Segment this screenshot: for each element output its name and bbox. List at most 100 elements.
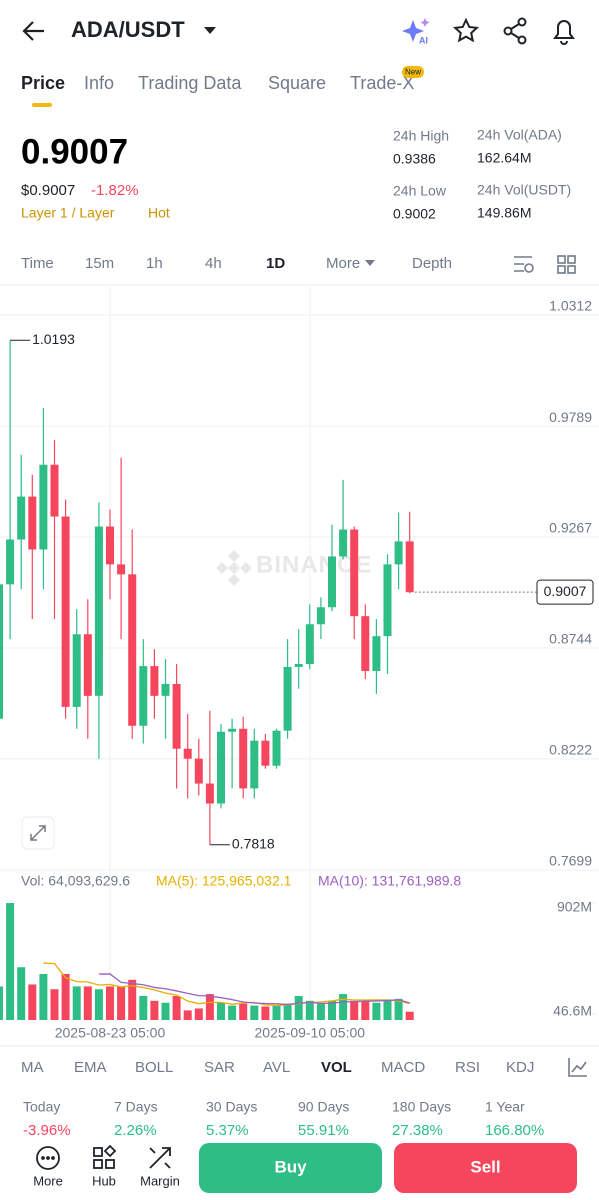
hub-icon[interactable]	[93, 1144, 117, 1169]
pair-title[interactable]: ADA/USDT	[71, 17, 185, 42]
watermark-logo	[216, 550, 252, 586]
volume-bar	[372, 1002, 381, 1020]
candle-body	[94, 526, 103, 696]
indicator-tab[interactable]: KDJ	[506, 1059, 534, 1076]
tab[interactable]: Info	[84, 73, 114, 93]
interval[interactable]: More	[326, 255, 360, 272]
indicator-tab[interactable]: RSI	[455, 1059, 480, 1076]
indicator-tab[interactable]: BOLL	[135, 1059, 173, 1076]
indicator-tab[interactable]: AVL	[263, 1059, 290, 1076]
candle-body	[50, 464, 59, 517]
perf-value: 5.37%	[206, 1122, 249, 1139]
nav-label[interactable]: Hub	[92, 1173, 116, 1188]
candle-body	[172, 683, 181, 749]
x-tick-label: 2025-08-23 05:00	[55, 1025, 166, 1041]
volume-bar	[117, 986, 126, 1020]
margin-icon[interactable]	[149, 1147, 171, 1169]
y-tick-label: 46.6M	[553, 1003, 592, 1019]
perf-value: 27.38%	[392, 1122, 443, 1139]
interval[interactable]: 4h	[205, 255, 222, 272]
volume-bar	[6, 903, 15, 1020]
candle-body	[72, 634, 81, 707]
y-tick-label: 0.9789	[549, 409, 592, 425]
y-tick-label: 0.9267	[549, 520, 592, 536]
price-change: -1.82%	[91, 182, 139, 199]
nav-label[interactable]: Margin	[140, 1173, 180, 1188]
stat-label: 24h Vol(ADA)	[477, 127, 562, 143]
ma-line	[43, 962, 410, 1006]
layout-icon[interactable]	[557, 255, 576, 274]
sell-button[interactable]	[394, 1143, 577, 1193]
volume-bar	[0, 986, 3, 1020]
volume-bar	[283, 1003, 292, 1020]
tab[interactable]: Trade-X	[350, 73, 414, 93]
candle-body	[0, 584, 3, 719]
favorite-icon[interactable]	[452, 17, 480, 43]
stat-label: 24h Vol(USDT)	[477, 182, 571, 198]
volume-bar	[217, 1002, 225, 1020]
indicator-tab[interactable]: VOL	[321, 1059, 352, 1076]
interval[interactable]: Depth	[412, 255, 452, 272]
volume-bar	[194, 1008, 203, 1020]
min-label: 0.7818	[232, 835, 275, 851]
usd-price: $0.9007	[21, 182, 75, 199]
volume-readout: Vol: 64,093,629.6	[21, 873, 130, 889]
svg-text:AI: AI	[419, 35, 428, 45]
tag[interactable]: Hot	[148, 205, 170, 221]
more-icon[interactable]	[36, 1146, 60, 1170]
tag[interactable]: Layer 1 / Layer	[21, 205, 115, 221]
legend-entry: MA(10): 131,761,989.8	[318, 873, 461, 889]
indicator-tab[interactable]: MA	[21, 1059, 44, 1076]
back-button[interactable]	[22, 21, 44, 41]
interval[interactable]: 15m	[85, 255, 114, 272]
candle-body	[139, 666, 148, 726]
volume-bar	[328, 1000, 336, 1020]
share-icon[interactable]	[503, 17, 527, 45]
indicator-tab[interactable]: MACD	[381, 1059, 425, 1076]
interval[interactable]: Time	[21, 255, 54, 272]
volume-bar	[394, 998, 403, 1020]
volume-bar	[239, 1003, 248, 1020]
perf-label: Today	[23, 1099, 60, 1115]
candle-body	[6, 539, 15, 585]
perf-label: 90 Days	[298, 1099, 349, 1115]
indicator-tab[interactable]: SAR	[204, 1059, 235, 1076]
candle-body	[39, 464, 48, 550]
last-price-box	[536, 579, 594, 605]
candle-body	[239, 728, 248, 789]
volume-bar	[250, 1005, 259, 1020]
tab[interactable]: Square	[268, 73, 326, 93]
indicator-settings-icon[interactable]	[568, 1058, 587, 1077]
candle-body	[350, 529, 359, 617]
interval[interactable]: 1h	[146, 255, 163, 272]
expand-button[interactable]	[21, 816, 55, 850]
tab[interactable]: Trading Data	[138, 73, 242, 93]
buy-button[interactable]	[199, 1143, 382, 1193]
volume-bar	[294, 996, 303, 1020]
settings-icon[interactable]	[514, 256, 534, 273]
candle-body	[372, 636, 381, 671]
buy-label[interactable]: Buy	[274, 1157, 307, 1176]
legend-entry: MA(5): 125,965,032.1	[156, 873, 292, 889]
stat-label: 24h Low	[393, 183, 447, 199]
candle-body	[272, 730, 281, 766]
tab[interactable]: Price	[21, 73, 65, 93]
volume-bar	[228, 1005, 237, 1020]
indicator-tab[interactable]: EMA	[74, 1059, 107, 1076]
candle-body	[183, 748, 192, 759]
interval[interactable]: 1D	[266, 255, 285, 272]
alert-icon[interactable]	[553, 20, 575, 45]
pair-dropdown[interactable]	[204, 27, 216, 34]
candle-body	[328, 556, 336, 608]
candle-body	[405, 541, 414, 593]
ai-icon[interactable]: AI	[402, 18, 430, 45]
volume-bar	[150, 1000, 159, 1020]
candle-body	[128, 574, 137, 726]
sell-label[interactable]: Sell	[470, 1157, 500, 1176]
nav-label[interactable]: More	[33, 1173, 63, 1188]
y-tick-label: 1.0312	[549, 298, 592, 314]
max-label: 1.0193	[32, 331, 75, 347]
candle-body	[394, 541, 403, 565]
candle-body	[217, 731, 225, 804]
more-dropdown[interactable]	[365, 260, 375, 266]
